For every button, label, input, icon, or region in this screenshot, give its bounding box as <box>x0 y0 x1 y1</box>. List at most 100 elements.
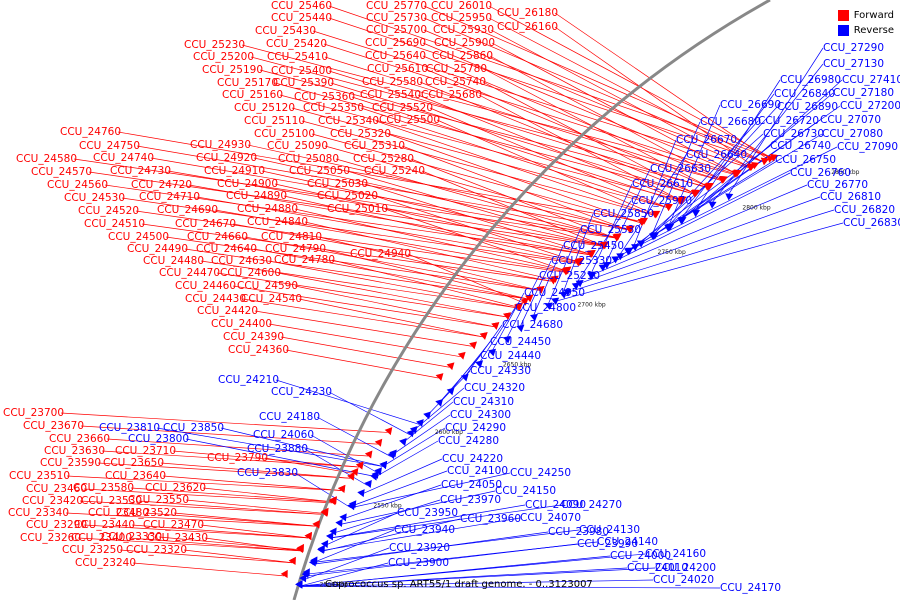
forward-gene-label: CCU_23520 <box>116 507 177 519</box>
legend-forward-label: Forward <box>853 10 894 21</box>
forward-gene-label: CCU_25950 <box>431 12 492 24</box>
gene-feature <box>586 250 595 258</box>
forward-gene-label: CCU_24930 <box>190 139 251 151</box>
reverse-gene-label: CCU_24000 <box>610 550 671 562</box>
genome-backbone <box>292 0 771 600</box>
forward-leader-line <box>311 133 641 223</box>
reverse-leader-line <box>360 458 443 496</box>
forward-leader-line <box>328 5 772 159</box>
reverse-leader-line <box>316 416 391 457</box>
reverse-gene-label: CCU_24290 <box>445 422 506 434</box>
gene-feature <box>548 276 557 285</box>
forward-leader-line <box>253 248 528 300</box>
forward-leader-line <box>132 562 285 577</box>
leader-lines <box>60 5 844 589</box>
forward-leader-line <box>121 197 577 264</box>
forward-gene-label: CCU_25340 <box>318 115 379 127</box>
reverse-leader-line <box>310 434 378 474</box>
reverse-gene-label: CCU_26630 <box>650 163 711 175</box>
forward-leader-line <box>364 183 590 255</box>
forward-leader-line <box>328 70 706 188</box>
forward-leader-line <box>285 349 439 379</box>
forward-gene-label: CCU_25420 <box>266 38 327 50</box>
reverse-gene-label: CCU_24440 <box>480 350 541 362</box>
reverse-gene-label: CCU_26640 <box>686 149 747 161</box>
forward-gene-label: CCU_23510 <box>9 470 70 482</box>
forward-leader-line <box>200 260 517 309</box>
forward-leader-line <box>131 524 308 539</box>
forward-gene-label: CCU_25410 <box>267 51 328 63</box>
reverse-leader-line <box>350 472 511 509</box>
reverse-gene-label: CCU_24250 <box>510 467 571 479</box>
forward-gene-label: CCU_25170 <box>217 77 278 89</box>
reverse-leader-line <box>324 512 398 547</box>
gene-feature <box>525 294 534 303</box>
reverse-leader-line <box>329 504 562 539</box>
forward-leader-line <box>162 475 342 491</box>
forward-gene-label: CCU_23250 <box>62 544 123 556</box>
forward-gene-label: CCU_24420 <box>197 305 258 317</box>
gene-feature <box>347 472 355 481</box>
scale-tick-label: 2500 kbp <box>320 582 348 589</box>
legend-forward: Forward <box>837 8 894 23</box>
reverse-gene-label: CCU_25330 <box>551 255 612 267</box>
gene-feature <box>355 461 364 470</box>
gene-feature <box>571 282 580 290</box>
forward-gene-label: CCU_25200 <box>193 51 254 63</box>
reverse-gene-label: CCU_24160 <box>645 548 706 560</box>
forward-gene-label: CCU_24690 <box>157 204 218 216</box>
gene-feature <box>387 451 396 460</box>
forward-leader-line <box>291 107 667 208</box>
reverse-leader-line <box>320 518 461 552</box>
reverse-gene-label: CCU_26810 <box>820 191 881 203</box>
forward-leader-line <box>489 55 722 180</box>
reverse-leader-line <box>561 213 594 296</box>
scale-tick-label: 2650 kbp <box>503 362 531 369</box>
reverse-leader-line <box>425 370 471 417</box>
reverse-gene-label: CCU_24220 <box>442 453 503 465</box>
forward-leader-line <box>268 323 461 358</box>
forward-leader-line <box>478 94 681 201</box>
forward-leader-line <box>65 512 316 527</box>
forward-leader-line <box>424 68 708 187</box>
forward-gene-label: CCU_23530 <box>81 495 142 507</box>
forward-leader-line <box>268 260 517 309</box>
gene-feature <box>357 489 365 498</box>
forward-gene-label: CCU_25080 <box>278 153 339 165</box>
forward-leader-line <box>77 537 300 552</box>
forward-gene-label: CCU_24430 <box>185 293 246 305</box>
forward-gene-label: CCU_24560 <box>47 179 108 191</box>
reverse-leader-line <box>505 275 540 341</box>
reverse-gene-label: CCU_26840 <box>774 88 835 100</box>
reverse-gene-label: CCU_23960 <box>460 513 521 525</box>
reverse-gene-label: CCU_24060 <box>253 429 314 441</box>
forward-leader-line <box>294 208 566 272</box>
forward-gene-label: CCU_25120 <box>234 102 295 114</box>
gene-feature <box>384 427 393 436</box>
forward-leader-line <box>360 107 667 208</box>
forward-leader-line <box>423 5 772 159</box>
reverse-gene-label: CCU_26690 <box>720 99 781 111</box>
forward-gene-label: CCU_25100 <box>254 128 315 140</box>
forward-leader-line <box>141 223 552 282</box>
forward-gene-label: CCU_26180 <box>497 7 558 19</box>
forward-gene-label: CCU_23340 <box>8 507 69 519</box>
gene-feature <box>317 545 325 554</box>
forward-leader-line <box>280 336 450 368</box>
gene-feature <box>364 479 372 488</box>
gene-feature <box>575 279 584 288</box>
reverse-gene-label: CCU_24950 <box>524 287 585 299</box>
forward-leader-line <box>301 120 654 216</box>
gene-feature <box>475 360 484 369</box>
forward-gene-label: CCU_24570 <box>31 166 92 178</box>
forward-leader-line <box>165 236 540 291</box>
forward-gene-label: CCU_24640 <box>196 243 257 255</box>
forward-gene-label: CCU_24540 <box>241 293 302 305</box>
forward-gene-label: CCU_23290 <box>26 519 87 531</box>
gene-feature <box>602 261 611 270</box>
forward-gene-label: CCU_24880 <box>237 203 298 215</box>
reverse-leader-line <box>332 499 441 534</box>
forward-gene-label: CCU_24590 <box>237 280 298 292</box>
